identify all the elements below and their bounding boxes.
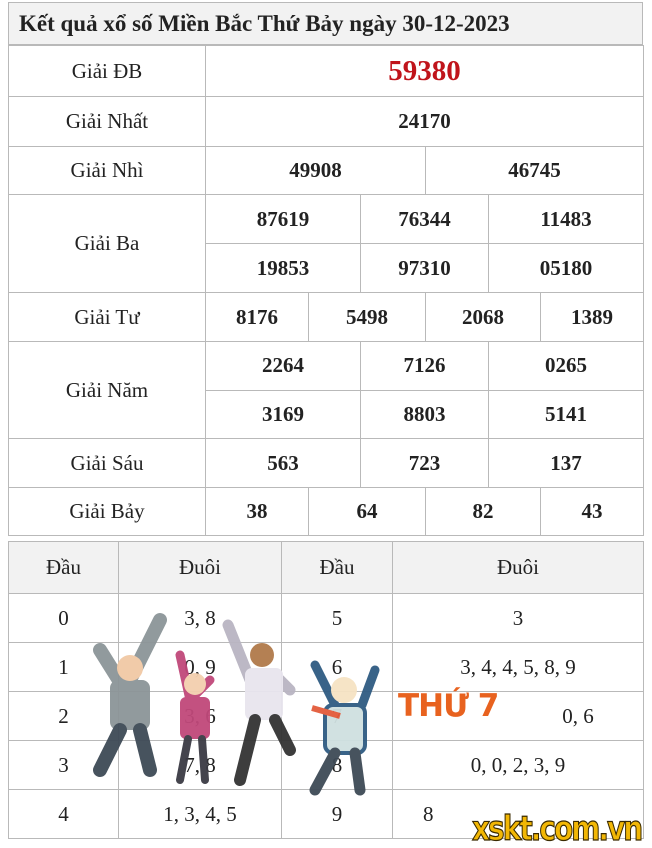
loto-cell: 2 (8, 691, 119, 741)
loto-cell: 0, 9 (118, 642, 282, 692)
prize-number-nam: 8803 (360, 389, 489, 439)
loto-cell: 0, 6 (392, 691, 644, 741)
loto-cell: 8 (281, 740, 393, 790)
loto-cell: 1, 3, 4, 5 (118, 789, 282, 839)
prize-number-bay: 64 (308, 487, 426, 536)
prize-number-ba: 87619 (205, 194, 361, 244)
prize-number-nam: 7126 (360, 341, 489, 391)
prize-number-ba: 97310 (360, 243, 489, 293)
prize-label-nam: Giải Năm (8, 341, 206, 439)
loto-cell: 8 (392, 789, 644, 839)
loto-cell: 7 (281, 691, 393, 741)
prize-number-db: 59380 (205, 45, 644, 97)
prize-number-nam: 5141 (488, 389, 644, 439)
prize-number-tu: 1389 (540, 292, 644, 342)
loto-cell: 6 (281, 642, 393, 692)
prize-number-bay: 43 (540, 487, 644, 536)
prize-label-tu: Giải Tư (8, 292, 206, 342)
loto-cell: 9 (281, 789, 393, 839)
prize-number-ba: 76344 (360, 194, 489, 244)
prize-label-nhat: Giải Nhất (8, 96, 206, 147)
prize-number-tu: 5498 (308, 292, 426, 342)
prize-number-tu: 8176 (205, 292, 309, 342)
prize-number-nhi: 49908 (205, 146, 426, 195)
loto-cell: 0, 0, 2, 3, 9 (392, 740, 644, 790)
prize-label-db: Giải ĐB (8, 45, 206, 97)
prize-number-nam: 2264 (205, 341, 361, 391)
weekday-badge: THỨ 7 (398, 688, 499, 724)
prize-number-sau: 563 (205, 438, 361, 488)
loto-cell: 3 (392, 593, 644, 643)
loto-header: Đầu (281, 541, 393, 594)
prize-number-nhat: 24170 (205, 96, 644, 147)
loto-cell: 1 (8, 642, 119, 692)
loto-cell: 3, 6 (118, 691, 282, 741)
page-title: Kết quả xổ số Miền Bắc Thứ Bảy ngày 30-1… (8, 2, 643, 45)
loto-cell: 7, 8 (118, 740, 282, 790)
loto-cell: 3, 4, 4, 5, 8, 9 (392, 642, 644, 692)
prize-label-sau: Giải Sáu (8, 438, 206, 488)
prize-number-bay: 38 (205, 487, 309, 536)
prize-number-ba: 05180 (488, 243, 644, 293)
prize-number-sau: 137 (488, 438, 644, 488)
site-watermark-logo: xskt.com.vn (471, 808, 643, 848)
loto-cell: 3, 8 (118, 593, 282, 643)
prize-label-bay: Giải Bảy (8, 487, 206, 536)
loto-cell: 0 (8, 593, 119, 643)
prize-number-bay: 82 (425, 487, 541, 536)
prize-label-ba: Giải Ba (8, 194, 206, 293)
loto-cell: 5 (281, 593, 393, 643)
prize-number-nhi: 46745 (425, 146, 644, 195)
prize-label-nhi: Giải Nhì (8, 146, 206, 195)
loto-cell: 4 (8, 789, 119, 839)
loto-header: Đuôi (392, 541, 644, 594)
loto-header: Đầu (8, 541, 119, 594)
prize-number-nam: 0265 (488, 341, 644, 391)
prize-number-ba: 11483 (488, 194, 644, 244)
prize-number-nam: 3169 (205, 389, 361, 439)
prize-number-ba: 19853 (205, 243, 361, 293)
loto-cell: 3 (8, 740, 119, 790)
prize-number-tu: 2068 (425, 292, 541, 342)
prize-number-sau: 723 (360, 438, 489, 488)
loto-header: Đuôi (118, 541, 282, 594)
